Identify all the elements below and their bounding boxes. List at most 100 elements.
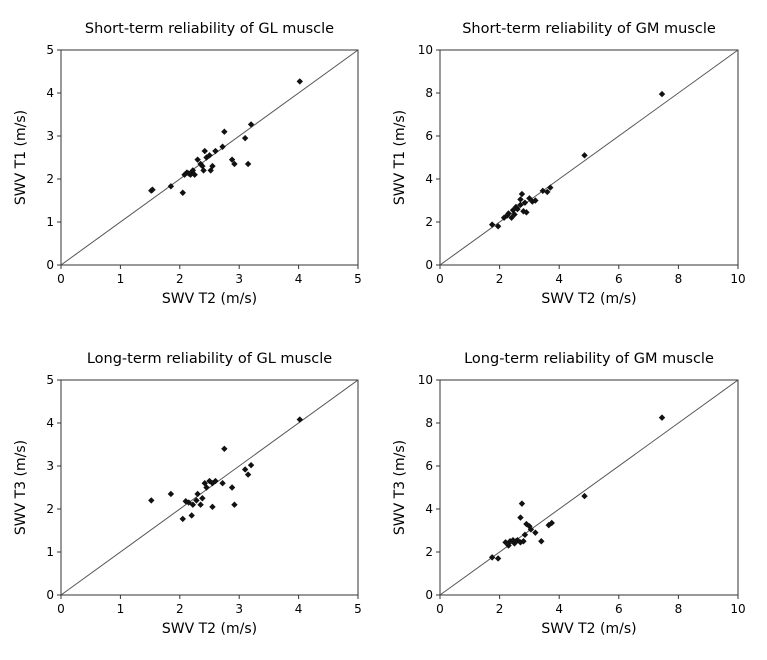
data-point: [199, 495, 206, 502]
data-point: [179, 515, 186, 523]
data-point: [520, 538, 527, 545]
data-point: [148, 497, 155, 504]
identity-line: [439, 49, 739, 266]
data-point: [221, 445, 228, 452]
data-point: [539, 187, 547, 195]
data-point: [521, 531, 529, 538]
chart-gm-long: 0 2 4 6 8 10 0 2 4 6 8 10 Long-term reliability of G…: [392, 351, 746, 637]
data-point: [244, 471, 252, 478]
data-point: [228, 156, 236, 163]
data-point: [523, 520, 530, 528]
data-point: [167, 490, 175, 498]
x-tick-label: 4: [555, 602, 563, 616]
y-tick-label: 2: [46, 172, 54, 186]
data-point: [197, 501, 204, 508]
data-point: [520, 208, 527, 215]
x-tick-label: 8: [675, 272, 683, 286]
data-point: [201, 147, 208, 155]
x-tick-label: 10: [730, 602, 745, 616]
data-point: [518, 500, 526, 507]
data-point: [241, 466, 249, 473]
y-tick-label: 6: [425, 129, 433, 143]
data-point: [658, 90, 666, 98]
data-point: [247, 121, 255, 128]
data-point: [149, 186, 156, 193]
data-point: [581, 152, 588, 159]
y-tick-label: 2: [46, 502, 54, 516]
x-axis-label: SWV T2 (m/s): [541, 291, 636, 307]
data-point: [494, 555, 502, 562]
identity-line: [439, 379, 739, 596]
x-tick-label: 4: [295, 602, 303, 616]
x-tick-label: 5: [354, 272, 362, 286]
data-point: [548, 519, 555, 527]
x-tick-label: 5: [354, 602, 362, 616]
chart-gl-short: 0 1 2 3 4 5 0 1 2 3 4 5 Short-term reliability of GL…: [13, 21, 362, 307]
x-tick-label: 3: [235, 272, 243, 286]
y-tick-label: 4: [46, 86, 54, 100]
plot-frame: [60, 49, 359, 266]
x-tick-label: 2: [496, 272, 504, 286]
chart-gm-short: 0 2 4 6 8 10 0 2 4 6 8 10 Short-term reliability of …: [392, 21, 746, 307]
y-tick-label: 10: [418, 43, 433, 57]
data-point: [228, 484, 236, 491]
data-point: [193, 497, 200, 504]
data-point: [206, 477, 213, 485]
data-point: [488, 554, 496, 561]
y-axis-label: SWV T1 (m/s): [13, 110, 29, 205]
x-tick-label: 6: [615, 602, 623, 616]
data-point: [544, 188, 551, 196]
y-tick-label: 3: [46, 129, 54, 143]
data-point: [219, 480, 226, 487]
x-tick-label: 4: [555, 272, 563, 286]
data-point: [247, 461, 255, 469]
y-tick-label: 10: [418, 373, 433, 387]
data-point: [209, 480, 216, 487]
data-point: [219, 143, 226, 150]
y-tick-label: 5: [46, 373, 54, 387]
data-point: [241, 134, 249, 142]
data-point: [514, 205, 521, 213]
data-point: [221, 128, 228, 135]
data-point: [538, 538, 545, 545]
data-point: [231, 501, 238, 508]
x-tick-label: 0: [57, 272, 65, 286]
data-point: [212, 147, 219, 155]
data-point: [517, 196, 524, 203]
data-point: [521, 199, 529, 206]
data-point: [194, 156, 201, 163]
data-point: [494, 223, 502, 230]
y-axis-label: SWV T3 (m/s): [13, 440, 29, 535]
x-axis-label: SWV T2 (m/s): [162, 621, 257, 637]
y-tick-label: 4: [425, 172, 433, 186]
data-point: [547, 184, 554, 191]
plot-frame: [60, 379, 359, 596]
data-point: [231, 160, 238, 168]
y-tick-label: 2: [425, 545, 433, 559]
data-point: [523, 209, 530, 216]
data-point: [526, 523, 533, 530]
y-tick-label: 0: [425, 588, 433, 602]
data-point: [188, 512, 195, 519]
y-tick-label: 6: [425, 459, 433, 473]
x-tick-label: 2: [496, 602, 504, 616]
data-point: [527, 526, 535, 533]
plot-frame: [439, 49, 739, 266]
x-tick-label: 0: [436, 272, 444, 286]
chart-title: Long-term reliability of GM muscle: [464, 351, 714, 367]
x-axis-label: SWV T2 (m/s): [162, 291, 257, 307]
y-axis-label: SWV T1 (m/s): [392, 110, 408, 205]
data-point: [209, 503, 216, 511]
data-point: [505, 542, 512, 549]
data-point: [212, 477, 219, 485]
data-point: [502, 539, 509, 546]
data-point: [508, 214, 515, 221]
x-tick-label: 1: [117, 602, 125, 616]
y-tick-label: 8: [425, 416, 433, 430]
data-point: [581, 492, 588, 500]
data-point: [194, 490, 201, 498]
y-tick-label: 0: [46, 588, 54, 602]
data-point: [488, 221, 496, 228]
chart-gl-long: 0 1 2 3 4 5 0 1 2 3 4 5 Long-term reliability of GL …: [13, 351, 362, 637]
data-point: [518, 190, 526, 198]
